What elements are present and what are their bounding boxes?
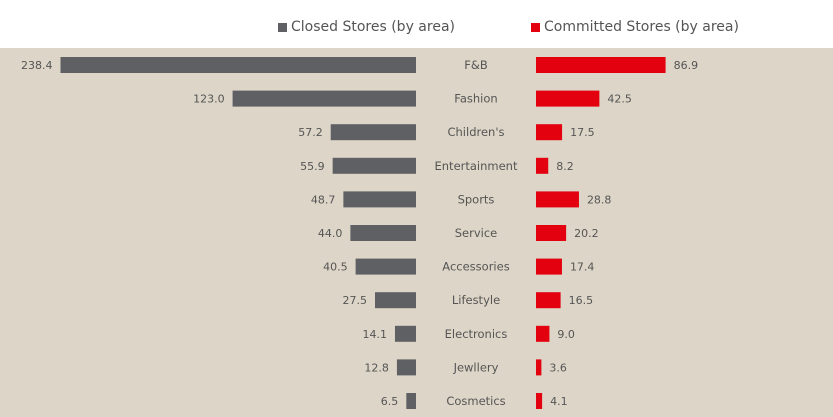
value-label-closed-children-s: 57.2 [298,126,323,139]
value-label-closed-electronics: 14.1 [362,328,387,341]
legend-swatch-committed [531,22,540,32]
value-label-committed-electronics: 9.0 [557,328,575,341]
bar-committed-accessories [536,258,562,275]
bar-closed-electronics [394,325,416,342]
category-label-cosmetics: Cosmetics [446,394,505,408]
category-label-children-s: Children's [447,125,504,139]
category-label-accessories: Accessories [442,260,509,274]
bar-committed-lifestyle [536,292,561,309]
bar-committed-jewllery [536,359,542,376]
value-label-closed-sports: 48.7 [311,193,336,206]
bar-closed-lifestyle [374,292,416,309]
bar-closed-accessories [355,258,416,275]
category-label-sports: Sports [458,192,495,206]
bar-closed-f-b [60,57,416,73]
bar-committed-electronics [536,325,550,342]
value-label-closed-jewllery: 12.8 [364,361,389,374]
value-label-closed-lifestyle: 27.5 [342,294,367,307]
category-label-service: Service [455,226,498,240]
value-label-committed-jewllery: 3.6 [549,361,567,374]
bar-committed-fashion [536,90,600,107]
legend-swatch-closed [278,22,287,32]
bar-closed-jewllery [396,359,416,376]
value-label-committed-fashion: 42.5 [607,93,632,106]
bar-committed-cosmetics [536,393,543,409]
value-label-committed-children-s: 17.5 [570,126,595,139]
bar-closed-children-s [330,124,416,141]
bar-committed-sports [536,191,579,208]
value-label-committed-lifestyle: 16.5 [569,294,594,307]
bar-committed-entertainment [536,157,549,174]
plot-area [0,48,833,417]
value-label-closed-entertainment: 55.9 [300,160,325,173]
category-label-fashion: Fashion [454,92,497,106]
value-label-committed-sports: 28.8 [587,193,612,206]
value-label-committed-cosmetics: 4.1 [550,395,568,408]
legend-item-closed: Closed Stores (by area) [278,17,455,37]
legend-label-closed: Closed Stores (by area) [291,19,455,35]
category-label-lifestyle: Lifestyle [452,293,500,307]
bar-committed-service [536,225,567,241]
bar-closed-entertainment [332,157,416,174]
value-label-closed-cosmetics: 6.5 [381,395,399,408]
category-label-electronics: Electronics [445,327,508,341]
legend-item-committed: Committed Stores (by area) [531,17,739,37]
value-label-committed-f-b: 86.9 [674,59,699,72]
value-label-closed-f-b: 238.4 [21,59,53,72]
bar-closed-sports [343,191,416,208]
value-label-committed-entertainment: 8.2 [556,160,574,173]
value-label-committed-accessories: 17.4 [570,261,595,274]
bar-committed-children-s [536,124,563,141]
value-label-closed-accessories: 40.5 [323,261,348,274]
category-label-f-b: F&B [464,58,488,72]
bar-closed-fashion [232,90,416,107]
category-label-jewllery: Jewllery [453,360,499,374]
bar-committed-f-b [536,57,666,73]
value-label-committed-service: 20.2 [574,227,599,240]
value-label-closed-service: 44.0 [318,227,343,240]
value-label-closed-fashion: 123.0 [193,93,225,106]
category-label-entertainment: Entertainment [435,159,518,173]
bar-closed-cosmetics [406,393,416,409]
legend: Closed Stores (by area) Committed Stores… [0,0,833,48]
bar-closed-service [350,225,416,241]
legend-label-committed: Committed Stores (by area) [544,19,739,35]
